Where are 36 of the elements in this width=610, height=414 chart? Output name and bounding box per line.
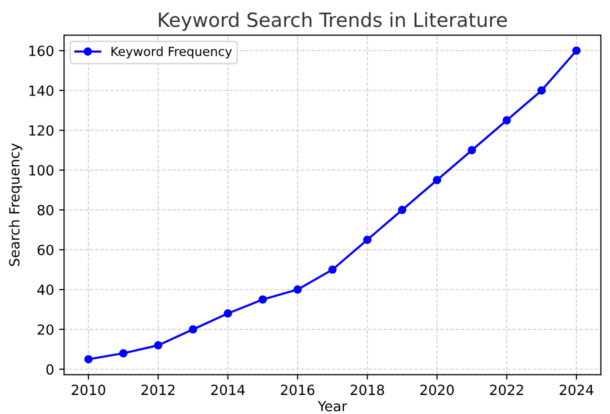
point — [84, 355, 93, 364]
y-tick-label: 160 — [29, 46, 54, 56]
y-tick-label: 0 — [46, 364, 54, 375]
point — [328, 265, 337, 274]
point — [502, 116, 511, 124]
y-tick-label: 100 — [29, 165, 54, 176]
x-tick-label: 2024 — [560, 384, 594, 396]
point — [293, 285, 302, 294]
x-tick-label: 2020 — [420, 384, 454, 396]
y-tick-label: 120 — [29, 125, 54, 136]
legend-label: Keyword Frequency — [112, 46, 232, 59]
x-axis-title: Year — [318, 401, 348, 412]
x-tick-label: 2010 — [72, 384, 106, 396]
x-tick-label: 2014 — [211, 384, 245, 396]
x-tick-label: 2022 — [490, 384, 524, 396]
point — [119, 349, 128, 358]
x-tick-label: 2018 — [350, 384, 384, 396]
point — [154, 341, 162, 350]
point — [398, 206, 406, 214]
y-tick-label: 60 — [38, 244, 54, 256]
y-tick-label: 80 — [38, 204, 54, 216]
point — [572, 46, 581, 55]
point — [224, 309, 232, 318]
point — [188, 325, 198, 334]
point — [363, 236, 372, 244]
point — [258, 295, 267, 304]
point — [432, 176, 442, 184]
chart-title: Keyword Search Trends in Literature — [158, 12, 507, 31]
point — [537, 86, 546, 95]
point — [468, 146, 476, 154]
x-tick-label: 2016 — [280, 384, 314, 396]
y-tick-label: 40 — [37, 284, 54, 296]
y-axis-title: Search Frequency — [8, 143, 22, 266]
x-tick-label: 2012 — [142, 384, 174, 396]
y-tick-label: 20 — [38, 324, 54, 335]
y-tick-label: 140 — [29, 85, 54, 96]
